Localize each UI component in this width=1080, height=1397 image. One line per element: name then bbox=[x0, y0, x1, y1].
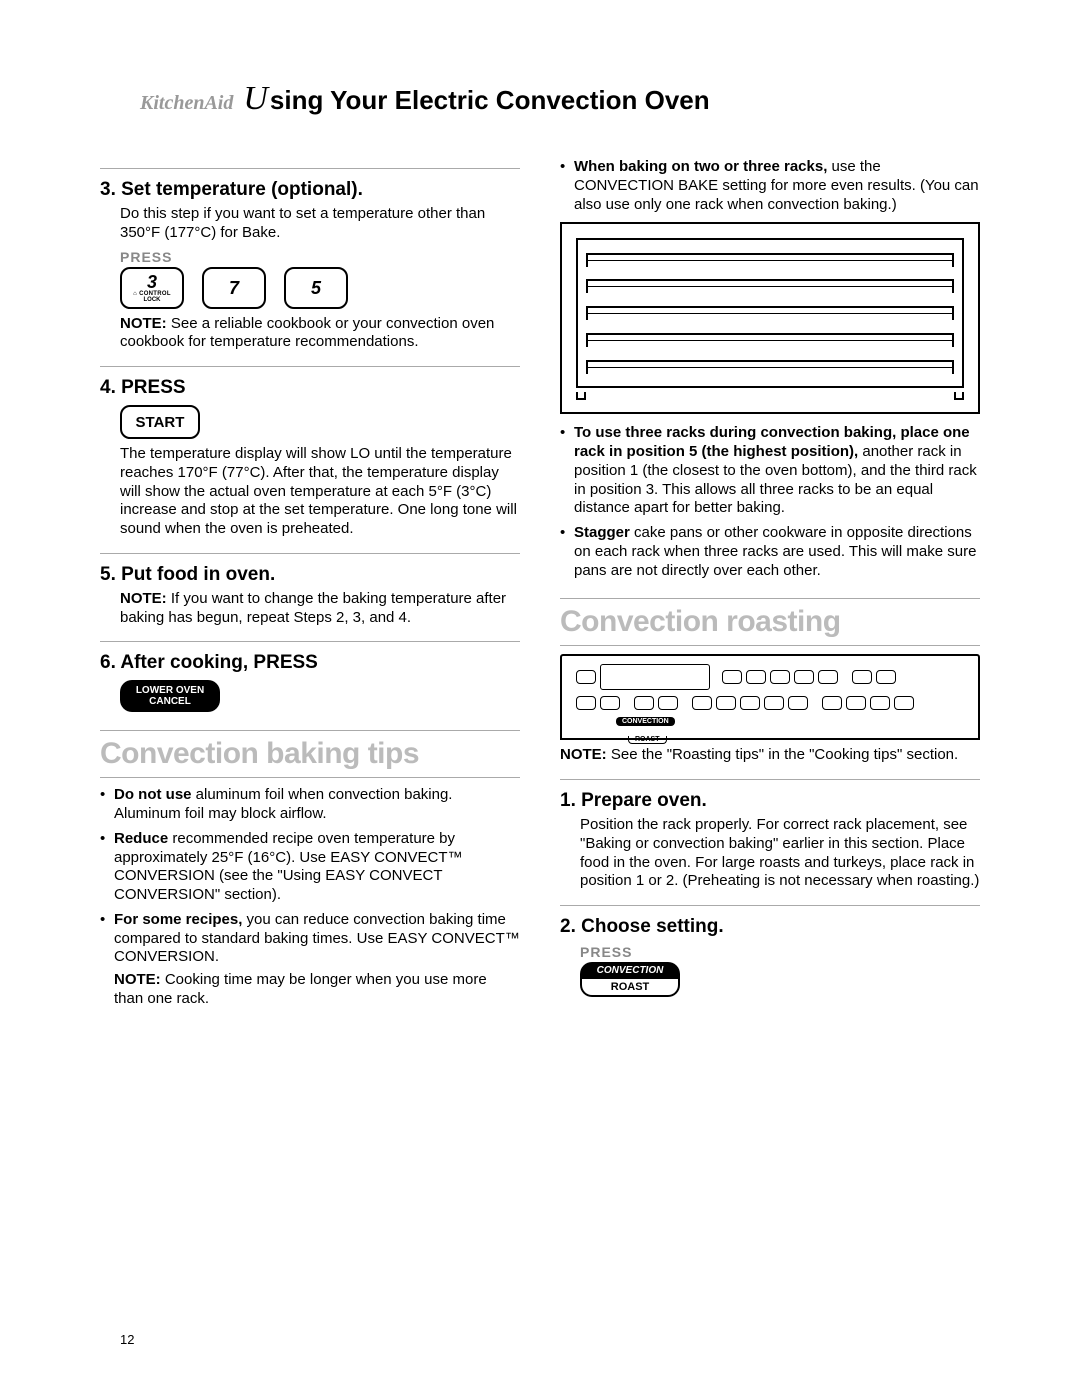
right-column: When baking on two or three racks, use t… bbox=[560, 154, 980, 1015]
baking-tips-title: Convection baking tips bbox=[100, 730, 520, 778]
bullet-item: To use three racks during convection bak… bbox=[560, 424, 980, 518]
step6-heading: 6. After cooking, PRESS bbox=[100, 641, 520, 674]
roast-step1-heading: 1. Prepare oven. bbox=[560, 779, 980, 812]
tips-note-text: Cooking time may be longer when you use … bbox=[114, 971, 487, 1007]
right-bullets-mid: To use three racks during convection bak… bbox=[560, 424, 980, 580]
roast-note: NOTE: See the "Roasting tips" in the "Co… bbox=[560, 746, 980, 765]
title-rest: sing Your Electric Convection Oven bbox=[270, 85, 710, 116]
lower-oven-cancel-button[interactable]: LOWER OVEN CANCEL bbox=[120, 680, 220, 712]
control-panel-diagram: CONVECTION ROAST bbox=[560, 654, 980, 740]
panel-roast-label: ROAST bbox=[628, 736, 667, 744]
step3-heading: 3. Set temperature (optional). bbox=[100, 168, 520, 201]
tip-bold: For some recipes, bbox=[114, 911, 242, 928]
keypad-5-button[interactable]: 5 bbox=[284, 267, 348, 309]
right-bullets-top: When baking on two or three racks, use t… bbox=[560, 158, 980, 214]
lower-oven-cancel-line1: LOWER OVEN bbox=[136, 685, 204, 696]
step4-heading: 4. PRESS bbox=[100, 366, 520, 399]
step3-note: NOTE: See a reliable cookbook or your co… bbox=[120, 315, 520, 353]
page-number: 12 bbox=[120, 1332, 134, 1347]
oven-racks-diagram bbox=[560, 222, 980, 414]
roasting-title: Convection roasting bbox=[560, 598, 980, 646]
convection-roast-button[interactable]: CONVECTION ROAST bbox=[580, 962, 680, 997]
roast-note-text: See the "Roasting tips" in the "Cooking … bbox=[611, 746, 958, 763]
step5-note: NOTE: If you want to change the baking t… bbox=[120, 590, 520, 628]
panel-convection-label: CONVECTION bbox=[616, 717, 675, 726]
lower-oven-cancel-line2: CANCEL bbox=[149, 696, 191, 707]
step5-note-text: If you want to change the baking tempera… bbox=[120, 590, 506, 626]
tip-bold: Do not use bbox=[114, 786, 192, 803]
step5-heading: 5. Put food in oven. bbox=[100, 553, 520, 586]
tip-item: Reduce recommended recipe oven temperatu… bbox=[100, 830, 520, 905]
left-column: 3. Set temperature (optional). Do this s… bbox=[100, 154, 520, 1015]
convection-roast-top: CONVECTION bbox=[580, 962, 680, 979]
oven-rack bbox=[586, 360, 954, 374]
tip-item: For some recipes, you can reduce convect… bbox=[100, 911, 520, 1009]
oven-rack bbox=[586, 306, 954, 320]
bullet-item: Stagger cake pans or other cookware in o… bbox=[560, 524, 980, 580]
tip-bold: Reduce bbox=[114, 830, 168, 847]
baking-tips-list: Do not use aluminum foil when convection… bbox=[100, 786, 520, 1008]
roast-step2-press-label: PRESS bbox=[580, 944, 980, 960]
page-title: KitchenAid U sing Your Electric Convecti… bbox=[140, 80, 980, 118]
convection-roast-bot: ROAST bbox=[580, 979, 680, 997]
bullet-bold: When baking on two or three racks, bbox=[574, 158, 827, 175]
roast-step1-text: Position the rack properly. For correct … bbox=[580, 816, 980, 891]
step3-note-text: See a reliable cookbook or your convecti… bbox=[120, 315, 494, 351]
step3-text: Do this step if you want to set a temper… bbox=[120, 205, 520, 243]
keypad-3-button[interactable]: 3 ⌂ CONTROL LOCK bbox=[120, 267, 184, 309]
start-button[interactable]: START bbox=[120, 405, 200, 439]
bullet-bold: Stagger bbox=[574, 524, 630, 541]
keypad-7-button[interactable]: 7 bbox=[202, 267, 266, 309]
keypad-3-main: 3 bbox=[147, 273, 157, 291]
step3-press-label: PRESS bbox=[120, 249, 520, 265]
step3-button-row: 3 ⌂ CONTROL LOCK 7 5 bbox=[120, 267, 520, 309]
tips-note: NOTE: Cooking time may be longer when yo… bbox=[114, 971, 520, 1009]
tip-item: Do not use aluminum foil when convection… bbox=[100, 786, 520, 824]
oven-rack bbox=[586, 279, 954, 293]
roast-step2-heading: 2. Choose setting. bbox=[560, 905, 980, 938]
brand-logo: KitchenAid bbox=[140, 92, 233, 115]
bullet-rest: cake pans or other cookware in opposite … bbox=[574, 524, 976, 579]
oven-rack bbox=[586, 253, 954, 267]
title-dropcap: U bbox=[243, 80, 268, 118]
step4-text: The temperature display will show LO unt… bbox=[120, 445, 520, 539]
bullet-item: When baking on two or three racks, use t… bbox=[560, 158, 980, 214]
keypad-3-sub2: LOCK bbox=[144, 297, 161, 303]
oven-rack bbox=[586, 333, 954, 347]
